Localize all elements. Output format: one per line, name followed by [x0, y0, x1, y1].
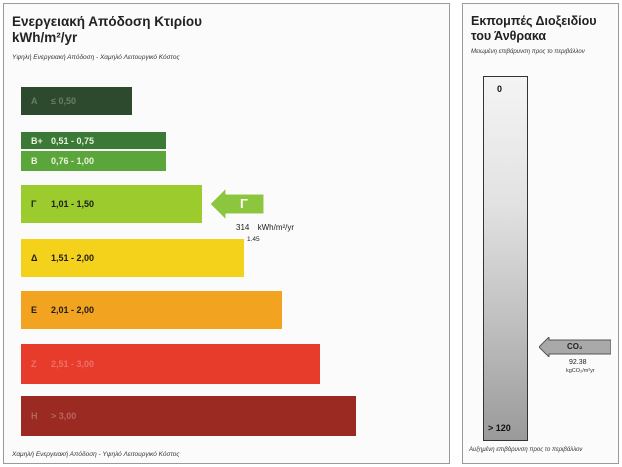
co2-indicator-arrow [539, 337, 611, 357]
band-b-plus: B+ 0,51 - 0,75 [21, 132, 166, 149]
band-b: B 0,76 - 1,00 [21, 151, 166, 171]
band-range: 0,76 - 1,00 [51, 156, 95, 166]
band-letter: Γ [31, 199, 37, 209]
rating-indicator-letter: Γ [240, 196, 248, 211]
band-letter: Ζ [31, 359, 37, 369]
co2-title-line2: του Άνθρακα [471, 29, 547, 43]
band-range: ≤ 0,50 [51, 96, 76, 106]
band-eta: Η > 3,00 [21, 396, 356, 436]
band-letter: Δ [31, 253, 38, 263]
band-range: > 3,00 [51, 411, 77, 421]
co2-scale-bar [483, 76, 528, 441]
band-letter: Η [31, 411, 38, 421]
band-epsilon: Ε 2,01 - 2,00 [21, 291, 282, 329]
energy-value: 314 kWh/m²/yr [236, 223, 294, 232]
co2-unit: kgCO₂/m²yr [566, 368, 595, 374]
co2-scale-top-label: 0 [497, 84, 503, 94]
energy-title-line1: Ενεργειακή Απόδοση Κτιρίου [12, 14, 202, 29]
co2-title-line1: Εκπομπές Διοξειδίου [471, 14, 597, 28]
rating-indicator-arrow [210, 188, 264, 220]
band-gamma: Γ 1,01 - 1,50 [21, 185, 202, 223]
band-range: 2,01 - 2,00 [51, 305, 95, 315]
band-letter: Ε [31, 305, 38, 315]
band-a: A ≤ 0,50 [21, 87, 132, 115]
energy-performance-panel: Ενεργειακή Απόδοση Κτιρίου kWh/m²/yr Υψη… [3, 3, 450, 464]
energy-ratio: 1.45 [247, 236, 260, 243]
energy-title: Ενεργειακή Απόδοση Κτιρίου kWh/m²/yr [12, 14, 202, 46]
co2-footer: Αυξημένη επιβάρυνση προς το περιβάλλον [469, 447, 583, 453]
energy-title-unit: kWh/m²/yr [12, 30, 78, 45]
co2-indicator-label: CO₂ [567, 342, 583, 351]
co2-scale-bottom-label: > 120 [488, 423, 511, 433]
co2-title: Εκπομπές Διοξειδίου του Άνθρακα [471, 14, 597, 44]
co2-subtitle: Μειωμένη επιβάρυνση προς το περιβάλλον [471, 49, 585, 55]
band-range: 2,51 - 3,00 [51, 359, 95, 369]
energy-value-number: 314 [236, 223, 250, 232]
band-letter: B [31, 156, 38, 166]
band-letter: B+ [31, 135, 43, 146]
energy-subtitle: Υψηλή Ενεργειακή Απόδοση - Χαμηλό Λειτου… [12, 54, 180, 61]
band-range: 0,51 - 0,75 [51, 135, 95, 146]
energy-footer: Χαμηλή Ενεργειακή Απόδοση - Υψηλό Λειτου… [12, 451, 180, 458]
band-letter: A [31, 96, 38, 106]
energy-value-unit: kWh/m²/yr [257, 223, 295, 232]
band-range: 1,51 - 2,00 [51, 253, 95, 263]
band-zeta: Ζ 2,51 - 3,00 [21, 344, 320, 384]
band-range: 1,01 - 1,50 [51, 199, 95, 209]
band-delta: Δ 1,51 - 2,00 [21, 239, 244, 277]
co2-value: 92.38 [569, 359, 587, 366]
co2-emissions-panel: Εκπομπές Διοξειδίου του Άνθρακα Μειωμένη… [462, 3, 619, 464]
